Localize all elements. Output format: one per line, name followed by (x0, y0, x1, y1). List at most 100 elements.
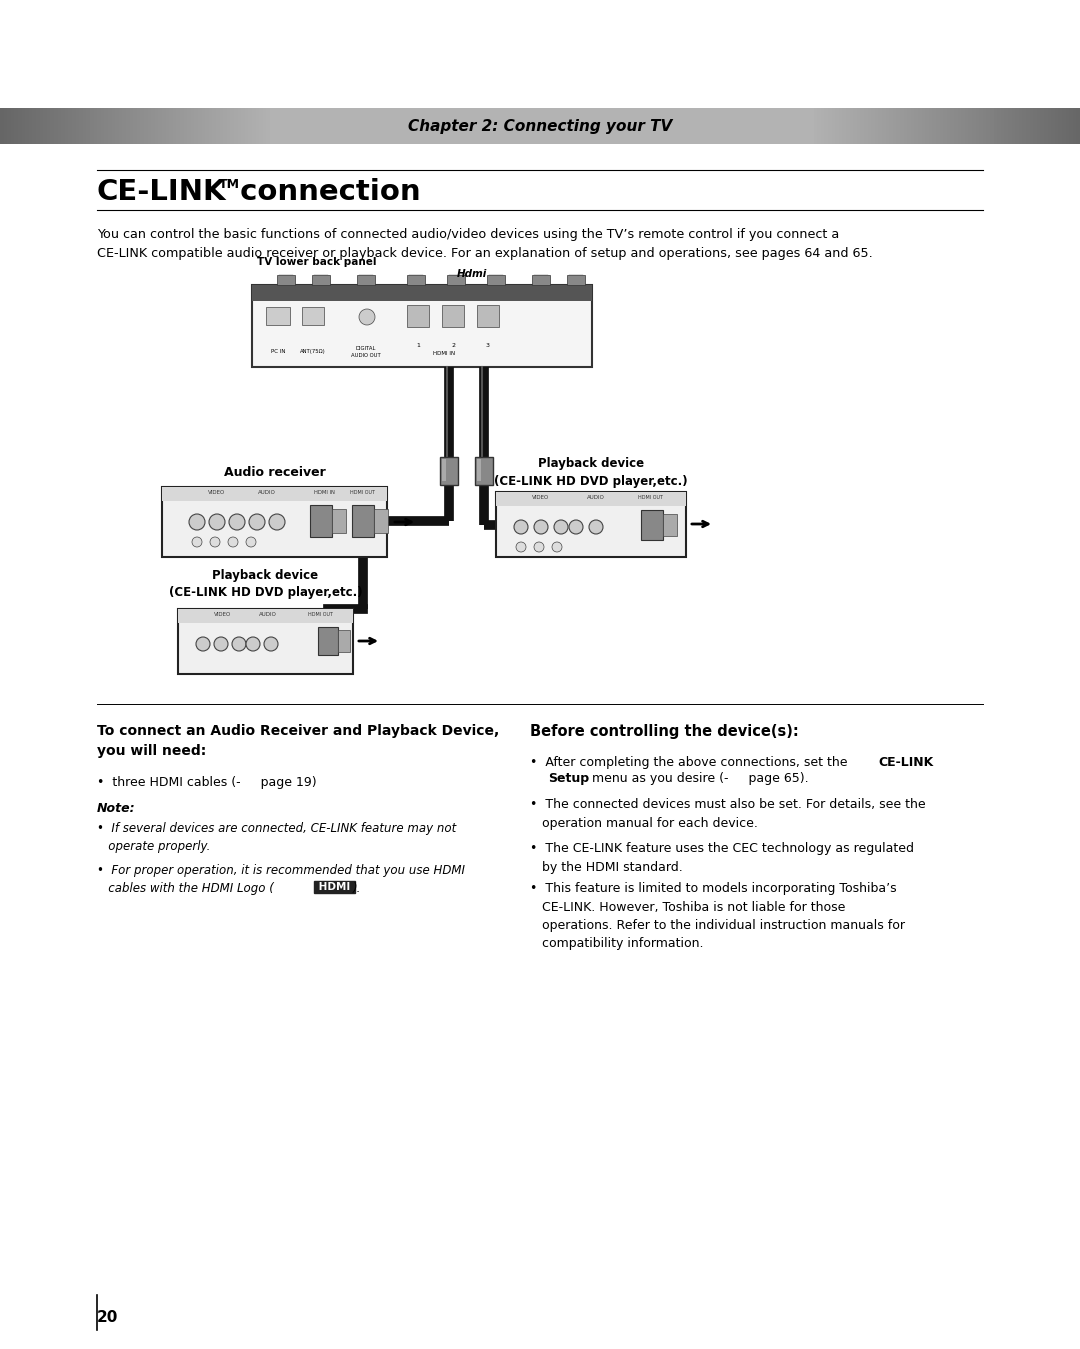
Bar (352, 505, 374, 537)
Text: TV lower back panel: TV lower back panel (257, 258, 377, 267)
Text: CE-LINK: CE-LINK (97, 178, 227, 206)
Circle shape (516, 542, 526, 552)
Text: AUDIO: AUDIO (259, 612, 276, 616)
Text: VIDEO: VIDEO (208, 490, 226, 495)
Circle shape (569, 519, 583, 534)
Text: VIDEO: VIDEO (532, 495, 550, 500)
Text: Hdmi: Hdmi (457, 268, 487, 279)
Bar (487, 275, 505, 285)
Text: DIGITAL: DIGITAL (355, 345, 376, 351)
Bar (447, 275, 465, 285)
Bar (442, 305, 464, 326)
Text: CE-LINK: CE-LINK (878, 755, 933, 769)
Bar (440, 457, 458, 486)
Bar (276, 275, 295, 285)
Text: Playback device
(CE-LINK HD DVD player,etc.): Playback device (CE-LINK HD DVD player,e… (495, 457, 688, 488)
Bar (442, 459, 446, 482)
Text: ANT(75Ω): ANT(75Ω) (300, 349, 326, 353)
Bar (178, 608, 353, 623)
Circle shape (189, 514, 205, 530)
Text: HDMI IN: HDMI IN (433, 351, 455, 356)
Bar (374, 509, 388, 533)
Circle shape (192, 537, 202, 546)
Circle shape (589, 519, 603, 534)
Text: •  For proper operation, it is recommended that you use HDMI
   cables with the : • For proper operation, it is recommende… (97, 863, 465, 894)
Text: menu as you desire (-     page 65).: menu as you desire (- page 65). (588, 772, 809, 785)
Text: PC IN: PC IN (271, 349, 285, 353)
Circle shape (554, 519, 568, 534)
Text: TM: TM (219, 178, 240, 192)
Text: 2: 2 (451, 343, 455, 348)
Text: •  If several devices are connected, CE-LINK feature may not
   operate properly: • If several devices are connected, CE-L… (97, 822, 456, 853)
Text: Playback device
(CE-LINK HD DVD player,etc.): Playback device (CE-LINK HD DVD player,e… (168, 569, 362, 599)
Circle shape (246, 537, 256, 546)
Circle shape (228, 537, 238, 546)
Text: HDMI IN: HDMI IN (313, 490, 335, 495)
Circle shape (246, 637, 260, 652)
Bar (663, 514, 677, 536)
Bar (178, 608, 353, 674)
Bar (310, 505, 332, 537)
Bar (477, 305, 499, 326)
Bar (162, 487, 387, 557)
Circle shape (214, 637, 228, 652)
Bar (475, 457, 492, 486)
Bar (357, 275, 375, 285)
Circle shape (534, 519, 548, 534)
Text: HDMI OUT: HDMI OUT (350, 490, 375, 495)
Bar (318, 627, 338, 656)
Text: HDMI OUT: HDMI OUT (638, 495, 663, 500)
Text: 1: 1 (416, 343, 420, 348)
Text: Setup: Setup (548, 772, 589, 785)
Text: •  The CE-LINK feature uses the CEC technology as regulated
   by the HDMI stand: • The CE-LINK feature uses the CEC techn… (530, 842, 914, 874)
Text: VIDEO: VIDEO (214, 612, 231, 616)
Bar (407, 305, 429, 326)
Circle shape (534, 542, 544, 552)
Text: Note:: Note: (97, 803, 136, 815)
Bar (332, 509, 346, 533)
Text: 20: 20 (97, 1310, 119, 1326)
Text: Before controlling the device(s):: Before controlling the device(s): (530, 724, 799, 739)
Text: To connect an Audio Receiver and Playback Device,
you will need:: To connect an Audio Receiver and Playbac… (97, 724, 499, 758)
Bar (496, 492, 686, 506)
Text: •  This feature is limited to models incorporating Toshiba’s
   CE-LINK. However: • This feature is limited to models inco… (530, 882, 905, 951)
Bar (532, 275, 550, 285)
Text: •  three HDMI cables (-     page 19): • three HDMI cables (- page 19) (97, 776, 316, 789)
Text: Chapter 2: Connecting your TV: Chapter 2: Connecting your TV (408, 119, 672, 134)
Text: AUDIO: AUDIO (258, 490, 275, 495)
Text: AUDIO OUT: AUDIO OUT (351, 353, 381, 357)
Bar (162, 487, 387, 500)
Text: •  After completing the above connections, set the: • After completing the above connections… (530, 755, 851, 769)
Circle shape (249, 514, 265, 530)
Bar (642, 510, 663, 540)
Circle shape (264, 637, 278, 652)
Bar (302, 308, 324, 325)
Text: AUDIO: AUDIO (588, 495, 605, 500)
Bar (496, 492, 686, 557)
Text: connection: connection (230, 178, 420, 206)
Bar (407, 275, 426, 285)
Circle shape (232, 637, 246, 652)
Text: HDMI: HDMI (315, 882, 354, 892)
Circle shape (229, 514, 245, 530)
Bar (266, 308, 291, 325)
Bar (567, 275, 585, 285)
Circle shape (210, 514, 225, 530)
Text: Audio receiver: Audio receiver (224, 465, 325, 479)
Circle shape (210, 537, 220, 546)
Bar (312, 275, 330, 285)
Circle shape (552, 542, 562, 552)
Circle shape (269, 514, 285, 530)
Text: •  The connected devices must also be set. For details, see the
   operation man: • The connected devices must also be set… (530, 799, 926, 830)
Text: HDMI OUT: HDMI OUT (309, 612, 334, 616)
Circle shape (514, 519, 528, 534)
Circle shape (359, 309, 375, 325)
Circle shape (195, 637, 210, 652)
Text: ).: ). (353, 882, 362, 894)
Bar (252, 285, 592, 301)
Text: 3: 3 (486, 343, 490, 348)
Text: You can control the basic functions of connected audio/video devices using the T: You can control the basic functions of c… (97, 228, 873, 259)
Bar (477, 459, 481, 482)
Bar (252, 285, 592, 367)
Bar (338, 630, 350, 652)
